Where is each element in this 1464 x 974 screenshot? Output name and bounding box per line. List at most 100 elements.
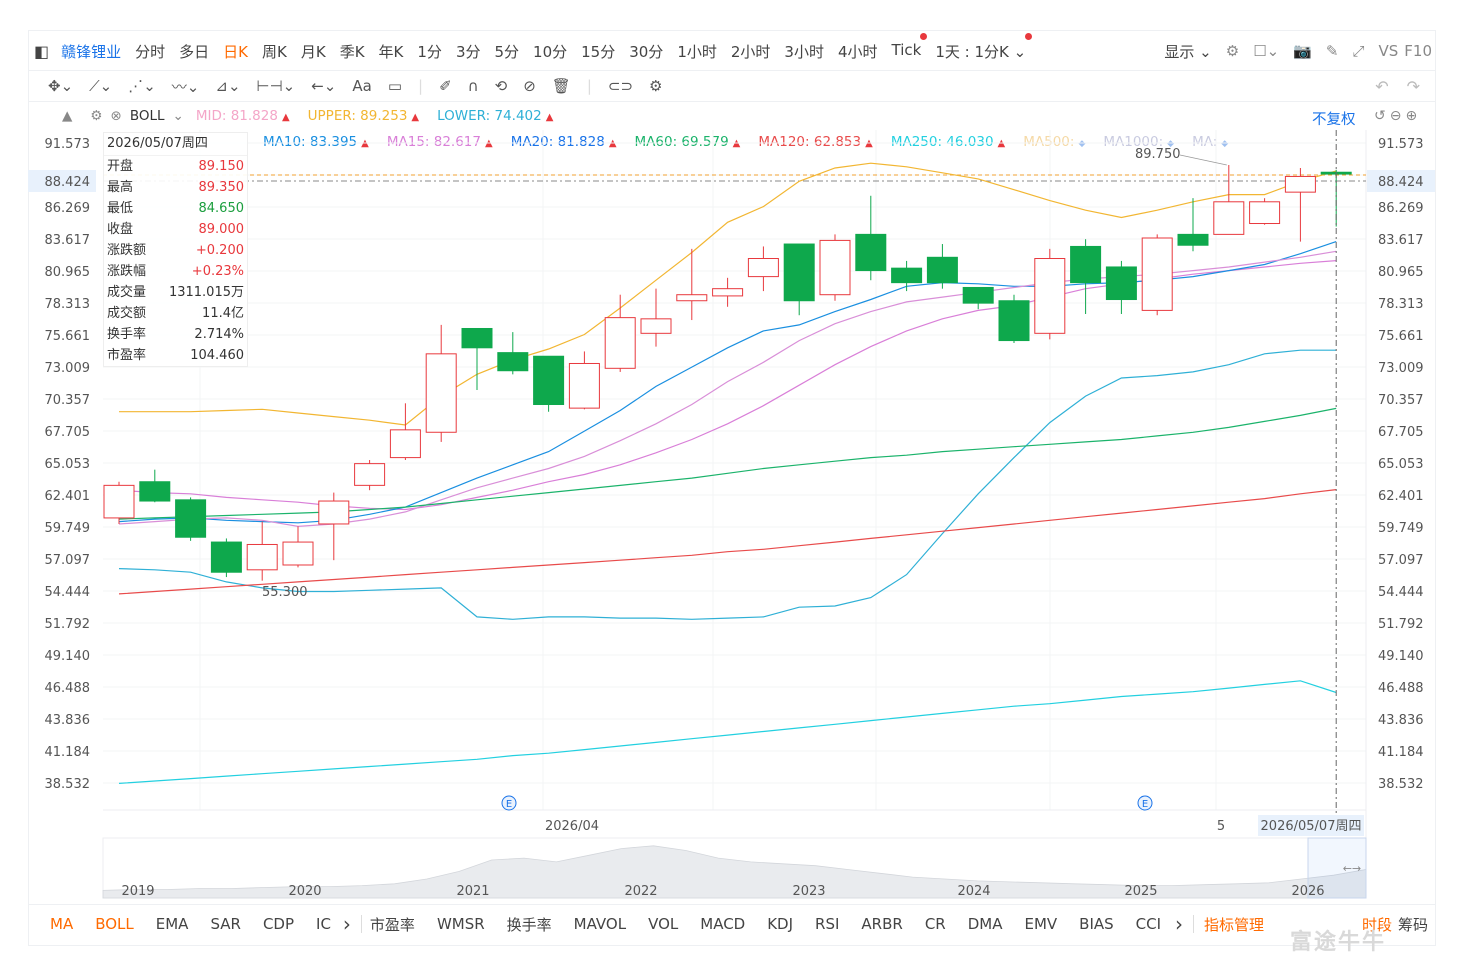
sub-indicator-tab[interactable]: MAVOL: [573, 915, 627, 933]
indicator-dropdown-icon[interactable]: ⌄: [172, 108, 184, 124]
note-tool-icon[interactable]: ▭: [387, 77, 402, 95]
candle-body: [783, 243, 815, 302]
period-tab[interactable]: 月K: [300, 42, 326, 61]
period-tab[interactable]: 10分: [533, 42, 568, 61]
pen-icon[interactable]: ✎: [1325, 42, 1339, 60]
y-axis-label-left: 54.444: [45, 585, 91, 600]
x-axis-label: 2026/04: [545, 819, 599, 834]
magnet-icon[interactable]: ∩: [467, 77, 479, 95]
scroll-right-icon[interactable]: ›: [1175, 912, 1184, 936]
period-tab[interactable]: 1分: [417, 42, 442, 61]
brush-tool-icon[interactable]: ✐: [439, 77, 452, 95]
ma-legend-item[interactable]: MA1000: ◆: [1103, 134, 1175, 150]
hide-icon[interactable]: ⊘: [523, 77, 536, 95]
indicator-close-icon[interactable]: ⊗: [110, 108, 122, 124]
move-cross-icon[interactable]: ✥⌄: [48, 77, 74, 95]
period-tab[interactable]: 多日: [179, 42, 210, 61]
period-button[interactable]: 时段: [1361, 915, 1392, 934]
period-tab[interactable]: 季K: [339, 42, 365, 61]
period-tab[interactable]: 周K: [262, 42, 287, 61]
sub-indicator-tab[interactable]: WMSR: [436, 915, 485, 933]
overview-year-label: 2022: [624, 884, 657, 899]
period-tab[interactable]: 分时: [135, 42, 166, 61]
camera-icon[interactable]: 📷: [1293, 42, 1312, 60]
sub-indicator-tab[interactable]: ARBR: [861, 915, 903, 933]
main-indicator-tab[interactable]: BOLL: [95, 915, 134, 933]
sub-indicator-tab[interactable]: BIAS: [1079, 915, 1114, 933]
sub-indicator-tab[interactable]: VOL: [648, 915, 679, 933]
tool-settings-icon[interactable]: ⚙: [649, 77, 663, 95]
indicator-manage-button[interactable]: 指标管理: [1204, 915, 1265, 934]
overview-year-label: 2026: [1291, 884, 1324, 899]
sub-indicator-tab[interactable]: CCI: [1135, 915, 1162, 933]
period-tab[interactable]: Tick: [892, 32, 928, 62]
y-axis-label-right: 75.661: [1378, 329, 1424, 344]
period-tab[interactable]: 2小时: [730, 42, 771, 61]
adjust-mode-button[interactable]: 不复权: [1312, 112, 1356, 128]
period-tab[interactable]: 3小时: [784, 42, 824, 61]
main-indicator-tab[interactable]: SAR: [210, 915, 241, 933]
undo-icon[interactable]: ↶: [1375, 76, 1389, 96]
trash-icon[interactable]: 🗑: [551, 77, 571, 95]
line-tool-icon[interactable]: ⟋⌄: [89, 77, 113, 95]
chart-control-icons[interactable]: ↺⊖⊕: [1374, 108, 1422, 124]
indicator-name[interactable]: BOLL: [129, 108, 165, 124]
fullscreen-icon[interactable]: ⤢: [1352, 42, 1365, 60]
f10-button[interactable]: F10: [1404, 42, 1432, 60]
candle-body: [425, 353, 457, 433]
sub-indicator-tab[interactable]: 换手率: [506, 915, 552, 934]
period-tab[interactable]: 1小时: [677, 42, 717, 61]
link-icon[interactable]: ⊂⊃: [607, 77, 634, 95]
period-tab[interactable]: 年K: [378, 42, 404, 61]
period-tab[interactable]: 5分: [494, 42, 520, 61]
max-price-label: 89.750: [1135, 147, 1181, 162]
sync-icon[interactable]: ⟲: [494, 77, 508, 95]
main-indicator-tab[interactable]: CDP: [262, 915, 295, 933]
interval-select[interactable]: 1天 : 1分K ⌄: [935, 32, 1033, 62]
sidebar-toggle-icon[interactable]: ◧: [34, 41, 50, 61]
ma-legend-item[interactable]: MA500: ◆: [1023, 134, 1086, 150]
period-tab[interactable]: 4小时: [837, 42, 878, 61]
polyline-tool-icon[interactable]: ⋰⌄: [128, 77, 156, 95]
text-tool-icon[interactable]: Aa: [352, 77, 372, 95]
period-tab[interactable]: 日K: [223, 42, 249, 61]
candle-body: [282, 541, 314, 566]
y-axis-label-right: 91.573: [1378, 137, 1424, 152]
ma-legend-item[interactable]: MA250: 46.030▲: [890, 134, 1005, 150]
info-row: 最高 89.350: [107, 180, 244, 195]
period-tab[interactable]: 30分: [629, 42, 664, 61]
arrow-tool-icon[interactable]: ←⌄: [311, 77, 337, 95]
wave-tool-icon[interactable]: 〰⌄: [171, 77, 200, 96]
layout-box-icon[interactable]: ☐⌄: [1253, 42, 1280, 60]
sub-indicator-tab[interactable]: DMA: [967, 915, 1003, 933]
sub-indicator-tab[interactable]: RSI: [815, 915, 840, 933]
measure-tool-icon[interactable]: ⊢⊣⌄: [256, 77, 296, 95]
collapse-icon[interactable]: ▲: [62, 108, 73, 124]
indicator-settings-icon[interactable]: ⚙: [90, 108, 103, 124]
sub-indicator-tab[interactable]: CR: [924, 915, 946, 933]
settings-gear-icon[interactable]: ⚙: [1225, 42, 1240, 60]
main-indicator-tab[interactable]: IC: [316, 915, 331, 933]
vs-button[interactable]: VS: [1378, 42, 1399, 60]
ma-legend-item[interactable]: MA: ◆: [1192, 134, 1229, 150]
sub-indicator-tab[interactable]: KDJ: [767, 915, 794, 933]
drawing-toolbar: ✥⌄ ⟋⌄ ⋰⌄ 〰⌄ ⊿⌄ ⊢⊣⌄ ←⌄ Aa ▭ | ✐ ∩ ⟲ ⊘ 🗑 |…: [28, 70, 1436, 102]
sub-indicator-tab[interactable]: MACD: [700, 915, 746, 933]
info-row: 成交额 11.4亿: [107, 306, 244, 321]
stock-name[interactable]: 赣锋锂业: [61, 42, 122, 61]
sub-indicator-tab[interactable]: 市盈率: [369, 915, 415, 934]
period-tab[interactable]: 3分: [455, 42, 481, 61]
redo-icon[interactable]: ↷: [1406, 76, 1420, 96]
overview-year-label: 2021: [456, 884, 489, 899]
sub-indicator-tab[interactable]: EMV: [1024, 915, 1058, 933]
main-indicator-tab[interactable]: MA: [50, 915, 74, 933]
scroll-right-icon[interactable]: ›: [342, 912, 351, 936]
chips-button[interactable]: 筹码: [1397, 915, 1428, 934]
candle-body: [318, 500, 350, 525]
main-indicator-tab[interactable]: EMA: [155, 915, 189, 933]
fib-tool-icon[interactable]: ⊿⌄: [215, 77, 241, 95]
y-axis-label-right: 67.705: [1378, 425, 1424, 440]
display-menu[interactable]: 显示 ⌄: [1164, 42, 1212, 61]
period-tab[interactable]: 15分: [581, 42, 616, 61]
